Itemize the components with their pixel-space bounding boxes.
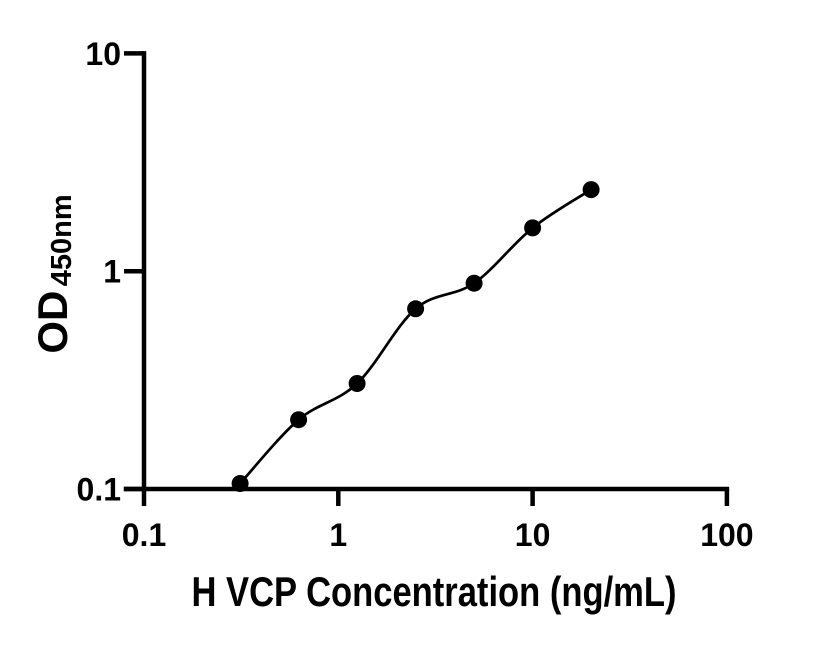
data-point	[465, 274, 483, 292]
x-tick-label: 0.1	[122, 517, 166, 553]
data-point	[290, 411, 308, 429]
x-axis-title: H VCP Concentration (ng/mL)	[192, 568, 677, 615]
x-tick-label: 10	[515, 517, 551, 553]
x-tick-label: 100	[700, 517, 753, 553]
y-axis-title-subscript: 450nm	[46, 194, 78, 286]
y-tick-label: 10	[85, 36, 121, 72]
ticks-and-points-layer: 0.1 1 10 100 0.1 1 10	[77, 36, 754, 553]
data-point	[582, 181, 600, 199]
y-tick-label: 0.1	[77, 472, 121, 508]
data-point	[407, 300, 425, 318]
y-axis-title-main: OD	[29, 291, 76, 354]
x-tick-label: 1	[329, 517, 347, 553]
y-tick-label: 1	[103, 254, 121, 290]
data-point	[524, 219, 542, 237]
y-axis-title: OD 450nm	[29, 194, 78, 353]
data-point	[348, 375, 366, 392]
